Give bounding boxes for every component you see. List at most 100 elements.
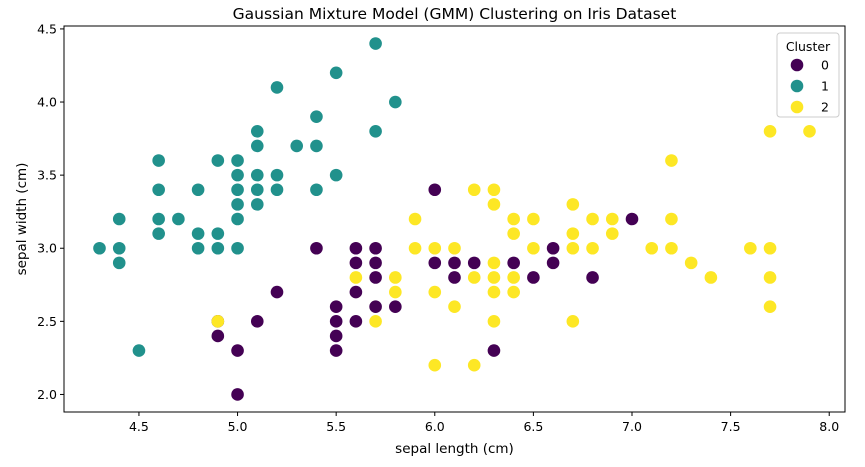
legend-marker-cluster-0 <box>790 58 804 72</box>
data-point-cluster-1 <box>250 183 264 197</box>
data-point-cluster-1 <box>231 212 244 226</box>
data-point-cluster-1 <box>172 212 185 226</box>
data-point-cluster-1 <box>369 124 382 138</box>
data-point-cluster-1 <box>310 139 323 153</box>
data-point-cluster-1 <box>270 81 284 94</box>
x-tick-label: 6.5 <box>523 419 543 434</box>
legend-marker-cluster-2 <box>790 100 804 114</box>
data-point-cluster-0 <box>369 300 382 314</box>
data-point-cluster-1 <box>152 227 165 240</box>
data-point-cluster-1 <box>310 110 323 123</box>
data-point-cluster-2 <box>467 271 481 284</box>
data-point-cluster-0 <box>329 329 343 343</box>
legend-label-cluster-1: 1 <box>821 79 829 94</box>
legend-items: 0 1 2 <box>790 58 829 115</box>
data-point-cluster-1 <box>329 168 343 182</box>
data-point-cluster-0 <box>527 271 540 284</box>
data-point-cluster-0 <box>231 388 244 401</box>
data-point-cluster-2 <box>487 285 501 299</box>
data-point-cluster-2 <box>428 358 442 372</box>
data-point-cluster-2 <box>467 183 481 197</box>
data-point-cluster-2 <box>428 285 442 299</box>
data-point-cluster-2 <box>487 183 501 197</box>
chart-title: Gaussian Mixture Model (GMM) Clustering … <box>233 5 677 23</box>
data-point-cluster-1 <box>211 154 225 167</box>
data-point-cluster-2 <box>487 198 501 211</box>
data-point-cluster-1 <box>112 212 126 226</box>
data-point-cluster-0 <box>329 315 343 328</box>
data-point-cluster-0 <box>448 271 461 284</box>
legend-label-cluster-2: 2 <box>821 100 829 115</box>
x-tick-label: 7.5 <box>721 419 741 434</box>
legend-title: Cluster <box>786 39 831 54</box>
x-tick-label: 7.0 <box>622 419 642 434</box>
data-point-cluster-2 <box>586 241 599 255</box>
data-point-cluster-2 <box>448 241 461 255</box>
data-point-cluster-2 <box>349 271 363 284</box>
data-point-cluster-1 <box>152 154 165 167</box>
data-point-cluster-2 <box>605 212 619 226</box>
data-point-cluster-0 <box>625 212 639 226</box>
data-point-cluster-1 <box>191 183 205 197</box>
legend-marker-cluster-1 <box>790 79 804 93</box>
y-axis-label: sepal width (cm) <box>14 163 30 276</box>
data-point-cluster-1 <box>250 139 264 153</box>
data-point-cluster-1 <box>93 241 106 255</box>
y-tick-label: 4.5 <box>37 21 57 36</box>
data-point-cluster-2 <box>665 154 678 167</box>
data-point-cluster-1 <box>191 227 205 240</box>
data-point-cluster-1 <box>132 344 146 357</box>
data-point-cluster-0 <box>329 344 343 357</box>
data-point-cluster-1 <box>329 66 343 80</box>
x-tick-label: 4.5 <box>129 419 149 434</box>
data-point-cluster-1 <box>191 241 205 255</box>
data-point-cluster-2 <box>408 241 422 255</box>
data-point-cluster-2 <box>763 300 777 314</box>
data-point-cluster-1 <box>310 183 323 197</box>
data-point-cluster-2 <box>467 358 481 372</box>
data-point-cluster-2 <box>763 241 777 255</box>
y-tick-label: 2.5 <box>37 314 57 329</box>
data-point-cluster-1 <box>112 241 126 255</box>
data-point-cluster-2 <box>605 227 619 240</box>
data-point-cluster-2 <box>566 315 580 328</box>
x-tick-label: 8.0 <box>819 419 839 434</box>
data-point-cluster-1 <box>211 241 225 255</box>
data-point-cluster-2 <box>507 227 520 240</box>
data-point-cluster-2 <box>645 241 659 255</box>
data-point-cluster-0 <box>546 256 560 270</box>
data-point-cluster-0 <box>329 300 343 314</box>
data-point-cluster-2 <box>566 241 580 255</box>
data-point-cluster-0 <box>349 241 363 255</box>
data-point-cluster-2 <box>684 256 698 270</box>
data-point-cluster-0 <box>369 256 382 270</box>
data-point-cluster-0 <box>428 183 442 197</box>
x-tick-label: 6.0 <box>425 419 445 434</box>
data-point-cluster-1 <box>211 227 225 240</box>
data-point-cluster-0 <box>369 241 382 255</box>
data-point-cluster-2 <box>566 198 580 211</box>
x-tick-label: 5.0 <box>228 419 248 434</box>
y-tick-label: 4.0 <box>37 95 57 110</box>
y-tick-label: 3.0 <box>37 241 57 256</box>
data-point-cluster-1 <box>112 256 126 270</box>
data-point-cluster-1 <box>369 37 382 50</box>
data-point-cluster-2 <box>507 285 520 299</box>
data-point-cluster-2 <box>744 241 757 255</box>
data-point-cluster-1 <box>250 124 264 138</box>
data-point-cluster-0 <box>211 329 225 343</box>
data-point-cluster-0 <box>428 256 442 270</box>
data-point-cluster-2 <box>428 241 442 255</box>
data-point-cluster-0 <box>231 344 244 357</box>
data-point-cluster-2 <box>487 271 501 284</box>
data-point-cluster-2 <box>408 212 422 226</box>
y-tick-label: 2.0 <box>37 387 57 402</box>
x-axis: 4.5 5.0 5.5 6.0 6.5 7.0 7.5 8.0 <box>129 412 839 434</box>
data-point-cluster-1 <box>152 212 165 226</box>
x-tick-label: 5.5 <box>326 419 346 434</box>
data-point-cluster-0 <box>507 256 520 270</box>
data-point-cluster-0 <box>487 344 501 357</box>
data-point-cluster-1 <box>270 183 284 197</box>
data-point-cluster-1 <box>231 241 244 255</box>
